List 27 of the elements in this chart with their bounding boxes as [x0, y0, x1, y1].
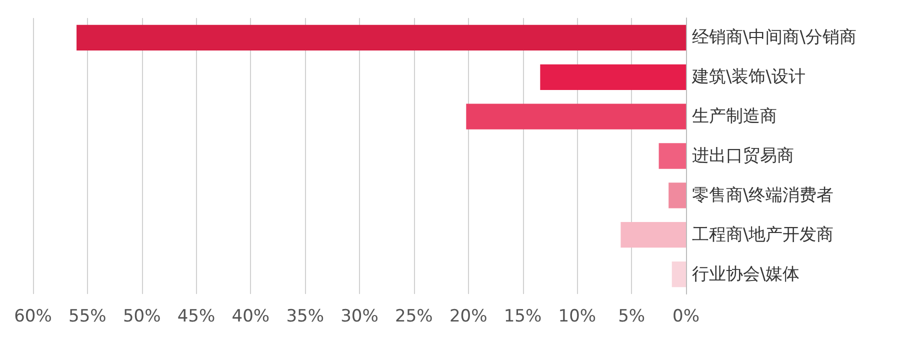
- x-tick-label: 20%: [449, 306, 488, 326]
- x-tick-label: 40%: [232, 306, 270, 326]
- x-tick-label: 25%: [395, 306, 433, 326]
- x-tick-label: 45%: [177, 306, 216, 326]
- y-tick-label: 经销商\中间商\分销商: [692, 28, 856, 48]
- bar: [540, 64, 686, 90]
- x-tick-label: 30%: [340, 306, 378, 326]
- y-tick-label: 工程商\地产开发商: [692, 224, 834, 245]
- y-tick-label: 建筑\装饰\设计: [691, 67, 806, 88]
- x-tick-label: 60%: [14, 306, 52, 326]
- y-tick-label: 行业协会\媒体: [692, 264, 800, 284]
- bar: [658, 143, 686, 169]
- x-tick-label: 55%: [68, 306, 106, 326]
- x-tick-label: 0%: [672, 306, 700, 326]
- bar: [668, 182, 686, 208]
- x-tick-label: 5%: [618, 306, 646, 326]
- bar: [620, 222, 686, 248]
- x-tick-label: 10%: [558, 306, 596, 326]
- y-tick-label: 进出口贸易商: [692, 146, 794, 166]
- bar: [466, 104, 686, 130]
- bar: [672, 261, 686, 288]
- x-tick-label: 15%: [504, 306, 542, 326]
- y-tick-label: 生产制造商: [692, 106, 777, 127]
- y-tick-label: 零售商\终端消费者: [692, 185, 834, 206]
- x-tick-label: 50%: [122, 306, 161, 326]
- bar: [76, 24, 686, 51]
- x-tick-label: 35%: [286, 306, 324, 326]
